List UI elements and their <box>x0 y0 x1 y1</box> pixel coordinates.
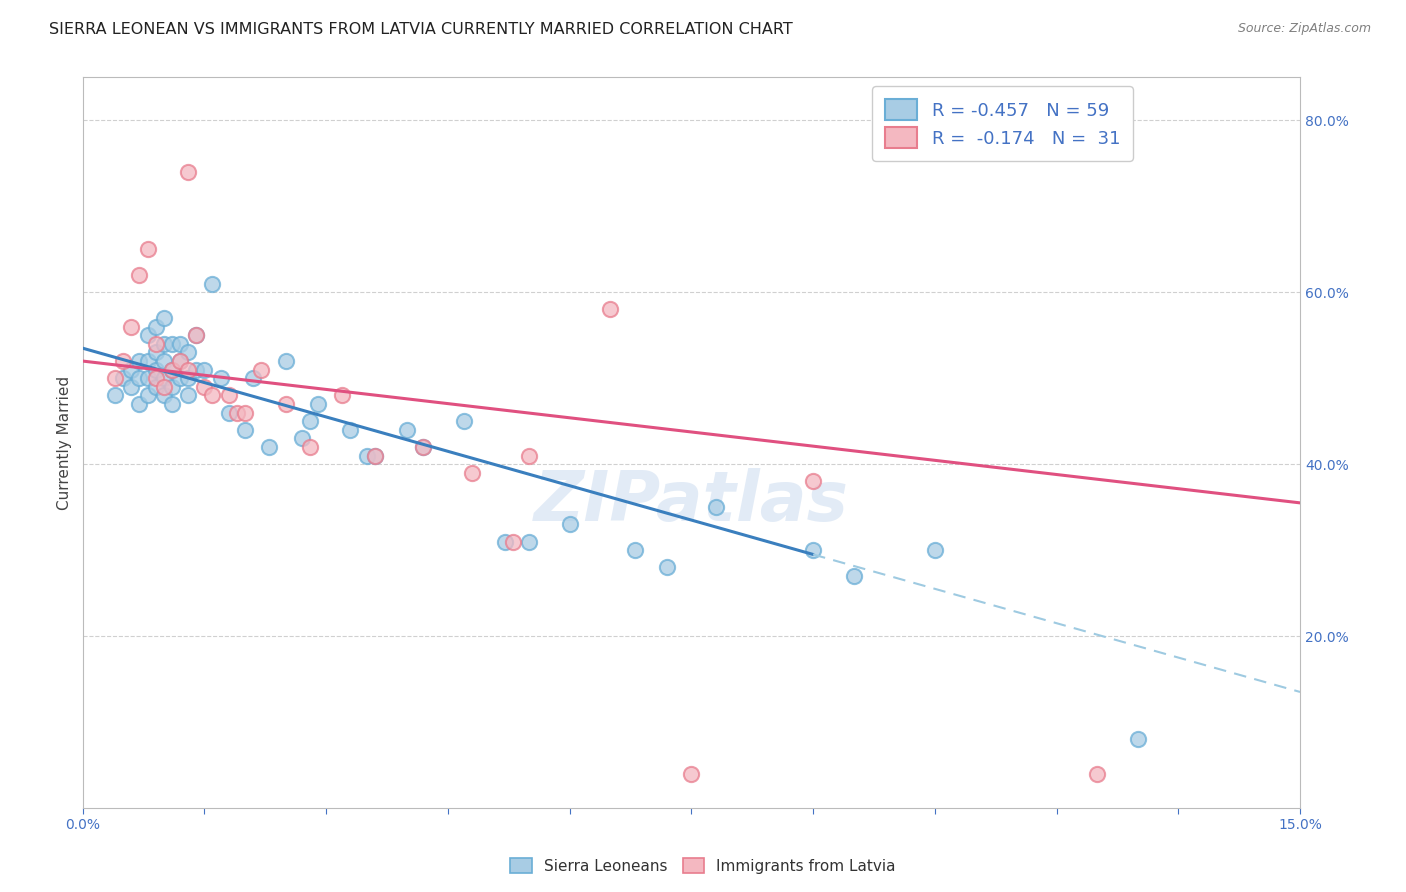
Point <box>152 311 174 326</box>
Point <box>356 449 378 463</box>
Point <box>152 371 174 385</box>
Point <box>1126 732 1149 747</box>
Point <box>201 277 224 291</box>
Point <box>128 397 150 411</box>
Point <box>177 388 200 402</box>
Point <box>274 397 297 411</box>
Point <box>201 388 224 402</box>
Point <box>517 449 540 463</box>
Point <box>128 371 150 385</box>
Point <box>396 423 419 437</box>
Point <box>169 371 191 385</box>
Point <box>242 371 264 385</box>
Point <box>177 371 200 385</box>
Point <box>517 534 540 549</box>
Point <box>177 345 200 359</box>
Point <box>364 449 387 463</box>
Point <box>1085 766 1108 780</box>
Text: SIERRA LEONEAN VS IMMIGRANTS FROM LATVIA CURRENTLY MARRIED CORRELATION CHART: SIERRA LEONEAN VS IMMIGRANTS FROM LATVIA… <box>49 22 793 37</box>
Point <box>842 569 865 583</box>
Point <box>112 371 135 385</box>
Point <box>169 337 191 351</box>
Point <box>120 319 142 334</box>
Point <box>193 380 215 394</box>
Point <box>259 440 281 454</box>
Point <box>120 362 142 376</box>
Point <box>152 354 174 368</box>
Point <box>145 362 167 376</box>
Text: Source: ZipAtlas.com: Source: ZipAtlas.com <box>1237 22 1371 36</box>
Point <box>160 362 183 376</box>
Point <box>136 243 159 257</box>
Point <box>128 354 150 368</box>
Point <box>461 466 484 480</box>
Point <box>412 440 434 454</box>
Point <box>298 440 321 454</box>
Text: ZIPatlas: ZIPatlas <box>534 467 849 534</box>
Point <box>307 397 329 411</box>
Point <box>218 406 240 420</box>
Point <box>801 475 824 489</box>
Point <box>104 388 127 402</box>
Point <box>136 328 159 343</box>
Point <box>120 380 142 394</box>
Point <box>152 380 174 394</box>
Point <box>112 354 135 368</box>
Point <box>193 362 215 376</box>
Point <box>623 543 645 558</box>
Point <box>186 362 208 376</box>
Point <box>599 302 621 317</box>
Point <box>274 354 297 368</box>
Point <box>169 354 191 368</box>
Point <box>225 406 247 420</box>
Point <box>339 423 361 437</box>
Point <box>145 337 167 351</box>
Point <box>177 362 200 376</box>
Point <box>291 431 314 445</box>
Point <box>233 406 256 420</box>
Point <box>218 388 240 402</box>
Point <box>136 388 159 402</box>
Point <box>412 440 434 454</box>
Point <box>186 328 208 343</box>
Point <box>330 388 353 402</box>
Point <box>136 354 159 368</box>
Point <box>502 534 524 549</box>
Y-axis label: Currently Married: Currently Married <box>58 376 72 509</box>
Point <box>145 319 167 334</box>
Point <box>453 414 475 428</box>
Point <box>704 500 727 515</box>
Point <box>136 371 159 385</box>
Point <box>145 371 167 385</box>
Point <box>558 517 581 532</box>
Point <box>681 766 703 780</box>
Point <box>233 423 256 437</box>
Point <box>152 388 174 402</box>
Point <box>186 328 208 343</box>
Legend: Sierra Leoneans, Immigrants from Latvia: Sierra Leoneans, Immigrants from Latvia <box>505 852 901 880</box>
Point <box>924 543 946 558</box>
Legend: R = -0.457   N = 59, R =  -0.174   N =  31: R = -0.457 N = 59, R = -0.174 N = 31 <box>872 87 1133 161</box>
Point <box>152 337 174 351</box>
Point <box>364 449 387 463</box>
Point <box>177 165 200 179</box>
Point <box>298 414 321 428</box>
Point <box>169 354 191 368</box>
Point <box>128 268 150 282</box>
Point <box>145 380 167 394</box>
Point <box>104 371 127 385</box>
Point <box>494 534 516 549</box>
Point <box>160 362 183 376</box>
Point <box>160 397 183 411</box>
Point <box>145 345 167 359</box>
Point <box>160 380 183 394</box>
Point <box>655 560 678 574</box>
Point <box>209 371 232 385</box>
Point <box>160 337 183 351</box>
Point <box>801 543 824 558</box>
Point <box>250 362 273 376</box>
